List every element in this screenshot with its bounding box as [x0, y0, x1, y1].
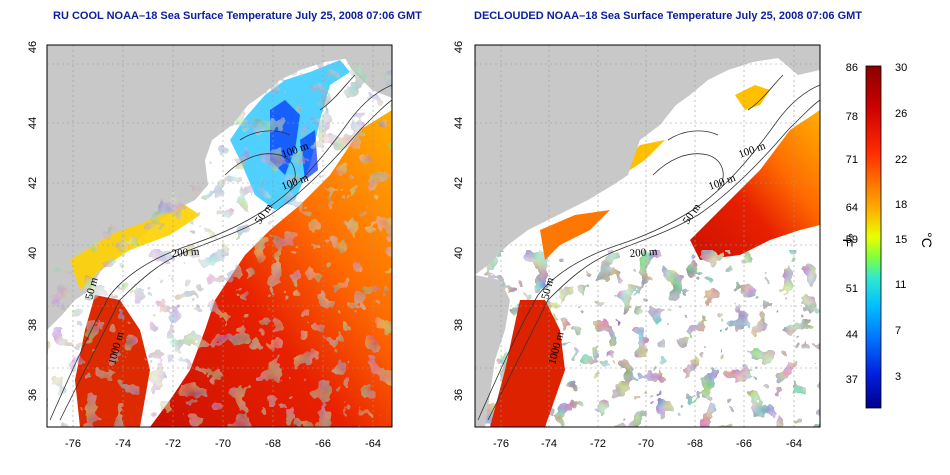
x-tick-label: -68: [265, 438, 281, 450]
celsius-tick: 18: [895, 199, 907, 211]
fahrenheit-tick: 37: [846, 374, 858, 386]
x-tick-label: -68: [687, 438, 703, 450]
fahrenheit-tick: 51: [846, 283, 858, 295]
right-y-axis: 46 44 42 40 38 36: [453, 41, 465, 401]
left-map-frame: [46, 44, 393, 428]
contour-label: 200 m: [629, 246, 658, 260]
x-tick-label: -64: [786, 438, 802, 450]
fahrenheit-tick: 78: [846, 111, 858, 123]
left-x-axis: -76 -74 -72 -70 -68 -66 -64: [65, 438, 381, 450]
right-map: [475, 45, 820, 427]
fahrenheit-tick: 44: [846, 329, 858, 341]
right-map-title: DECLOUDED NOAA–18 Sea Surface Temperatur…: [474, 10, 863, 22]
temperature-colorbar: 86 78 71 64 59 51 44 37 30 26 22 18 15 1…: [840, 62, 935, 409]
southwest-warm-strip: [490, 300, 565, 427]
x-tick-label: -74: [541, 438, 557, 450]
coastline-land: [475, 45, 820, 275]
right-x-axis: -76 -74 -72 -70 -68 -66 -64: [493, 438, 802, 450]
celsius-unit-label: °C: [919, 232, 935, 248]
x-tick-label: -76: [493, 438, 509, 450]
warm-water-region: [690, 110, 820, 260]
southwest-land: [475, 275, 510, 427]
y-tick-label: 46: [453, 41, 465, 53]
x-tick-label: -76: [65, 438, 81, 450]
celsius-tick: 7: [895, 325, 901, 337]
left-map-title: RU COOL NOAA–18 Sea Surface Temperature …: [53, 10, 422, 22]
fahrenheit-tick: 71: [846, 154, 858, 166]
y-tick-label: 42: [453, 177, 465, 189]
y-tick-label: 40: [27, 247, 39, 259]
x-tick-label: -72: [590, 438, 606, 450]
grid-lines: [47, 45, 392, 427]
celsius-tick: 3: [895, 371, 901, 383]
y-tick-label: 36: [453, 389, 465, 401]
y-tick-label: 46: [27, 41, 39, 53]
fahrenheit-tick: 59: [846, 234, 858, 246]
contour-label: 50 m: [539, 276, 556, 301]
contour-label: 50 m: [83, 276, 100, 301]
contour-label: 200 m: [171, 246, 200, 260]
y-tick-label: 40: [453, 247, 465, 259]
gulf-of-maine-water: [625, 85, 770, 170]
y-tick-label: 38: [27, 319, 39, 331]
y-tick-label: 42: [27, 177, 39, 189]
celsius-tick: 22: [895, 154, 907, 166]
coastline-land: [47, 45, 392, 275]
x-tick-label: -64: [365, 438, 381, 450]
x-tick-label: -72: [165, 438, 181, 450]
celsius-tick: 11: [895, 279, 906, 291]
right-map-frame: [474, 44, 821, 428]
x-tick-label: -66: [736, 438, 752, 450]
left-map: [47, 45, 392, 427]
bathymetry-contours: [477, 74, 820, 421]
fahrenheit-unit-label: °F: [840, 233, 856, 247]
x-tick-label: -66: [315, 438, 331, 450]
celsius-tick: 15: [895, 234, 907, 246]
x-tick-label: -74: [115, 438, 131, 450]
y-tick-label: 44: [453, 117, 465, 129]
grid-lines: [475, 45, 820, 427]
fahrenheit-tick: 64: [846, 202, 858, 214]
colorbar-gradient: [865, 65, 882, 409]
y-tick-label: 44: [27, 117, 39, 129]
bathymetry-contours: [49, 74, 392, 421]
shelf-edge-warm: [540, 210, 610, 260]
celsius-tick: 26: [895, 108, 907, 120]
fahrenheit-tick: 86: [846, 62, 858, 74]
celsius-tick: 30: [895, 62, 907, 74]
left-y-axis: 46 44 42 40 38 36: [27, 41, 39, 401]
x-tick-label: -70: [638, 438, 654, 450]
x-tick-label: -70: [215, 438, 231, 450]
y-tick-label: 38: [453, 319, 465, 331]
y-tick-label: 36: [27, 389, 39, 401]
